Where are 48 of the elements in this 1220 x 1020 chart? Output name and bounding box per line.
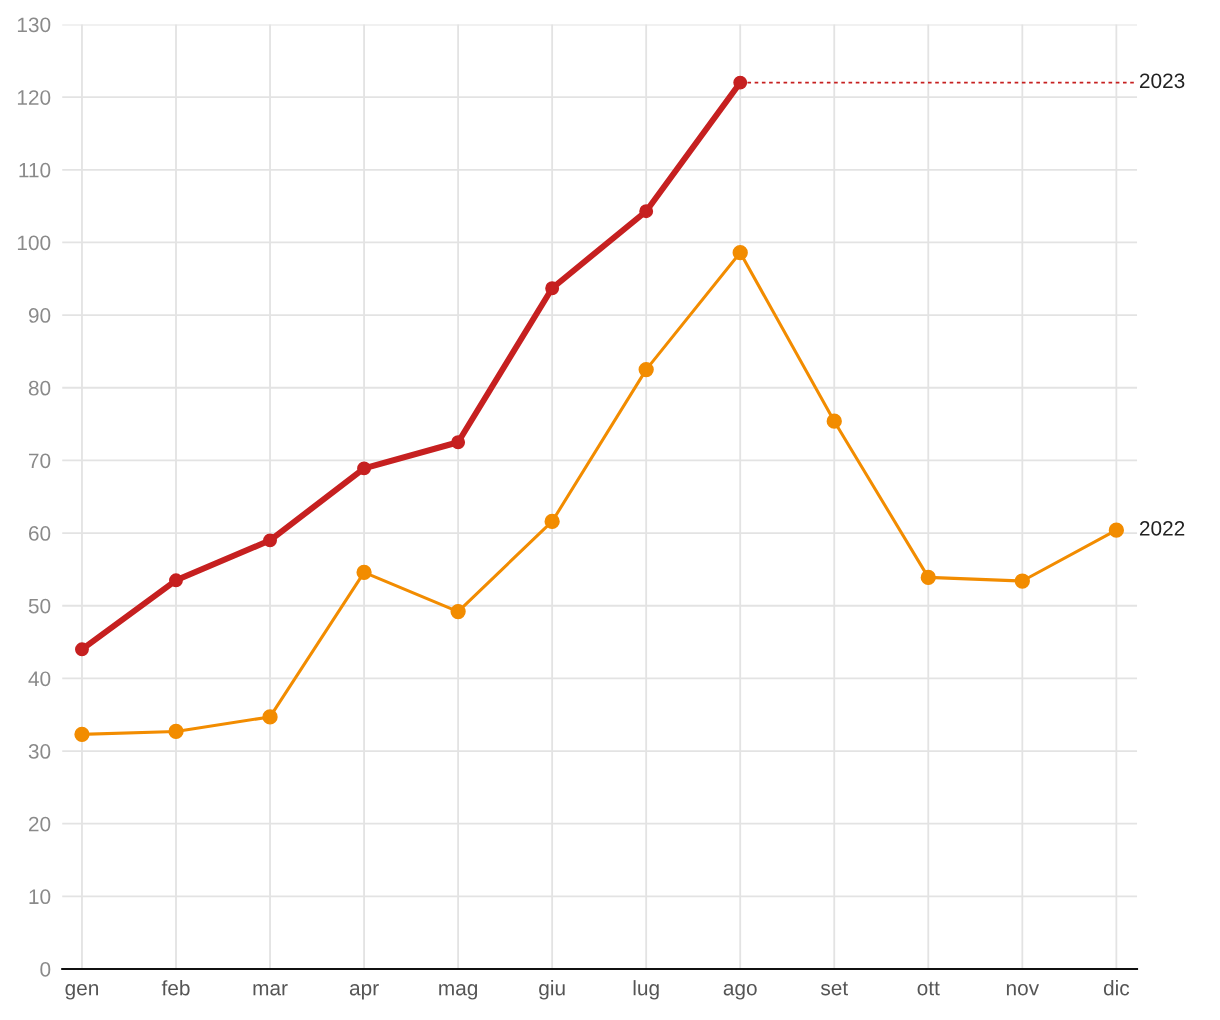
point [74, 726, 90, 742]
y-tick-label: 80 [28, 380, 51, 396]
x-tick-label: ago [723, 984, 757, 1000]
point [639, 204, 654, 219]
point [544, 513, 560, 530]
y-tick-label: 50 [28, 598, 51, 614]
point [75, 642, 89, 657]
point [1014, 573, 1030, 589]
y-tick-label: 30 [28, 744, 51, 759]
point [826, 413, 842, 429]
x-tick-label: giu [539, 980, 565, 1000]
x-tick-label: feb [161, 980, 190, 996]
y-tick-label: 0 [40, 962, 51, 977]
point [262, 709, 278, 725]
x-tick-label: mar [253, 984, 288, 996]
x-tick-label: set [820, 981, 848, 996]
x-tick-label: nov [1006, 984, 1040, 996]
point [263, 533, 277, 548]
x-tick-label: lug [633, 980, 659, 1000]
point [168, 723, 184, 740]
y-tick-label: 130 [17, 17, 51, 33]
x-tick-label: apr [349, 984, 379, 1000]
x-tick-label: ott [917, 981, 940, 996]
point [638, 361, 654, 378]
y-tick-label: 40 [28, 671, 51, 687]
y-tick-label: 20 [28, 816, 51, 832]
series-label: 2022 [1139, 521, 1185, 536]
y-tick-label: 110 [19, 162, 51, 178]
text: 2023 [1139, 73, 1185, 89]
point [450, 603, 466, 620]
x-tick-label: dic [1103, 980, 1130, 996]
point [357, 461, 372, 476]
y-tick-label: 60 [29, 526, 51, 541]
point [920, 569, 936, 586]
point [545, 281, 560, 296]
y-tick-label: 10 [29, 889, 51, 905]
point [169, 573, 183, 588]
y-tick-label: 100 [17, 235, 51, 251]
point [356, 564, 372, 580]
point [451, 435, 466, 450]
y-tick-label: 120 [17, 90, 51, 105]
point [1108, 522, 1124, 538]
x-tick-label: gen [65, 984, 98, 1000]
y-tick-label: 70 [29, 453, 51, 469]
x-tick-label: mag [439, 984, 478, 1000]
point [733, 75, 748, 90]
y-tick-label: 90 [28, 308, 51, 323]
point [732, 244, 748, 261]
